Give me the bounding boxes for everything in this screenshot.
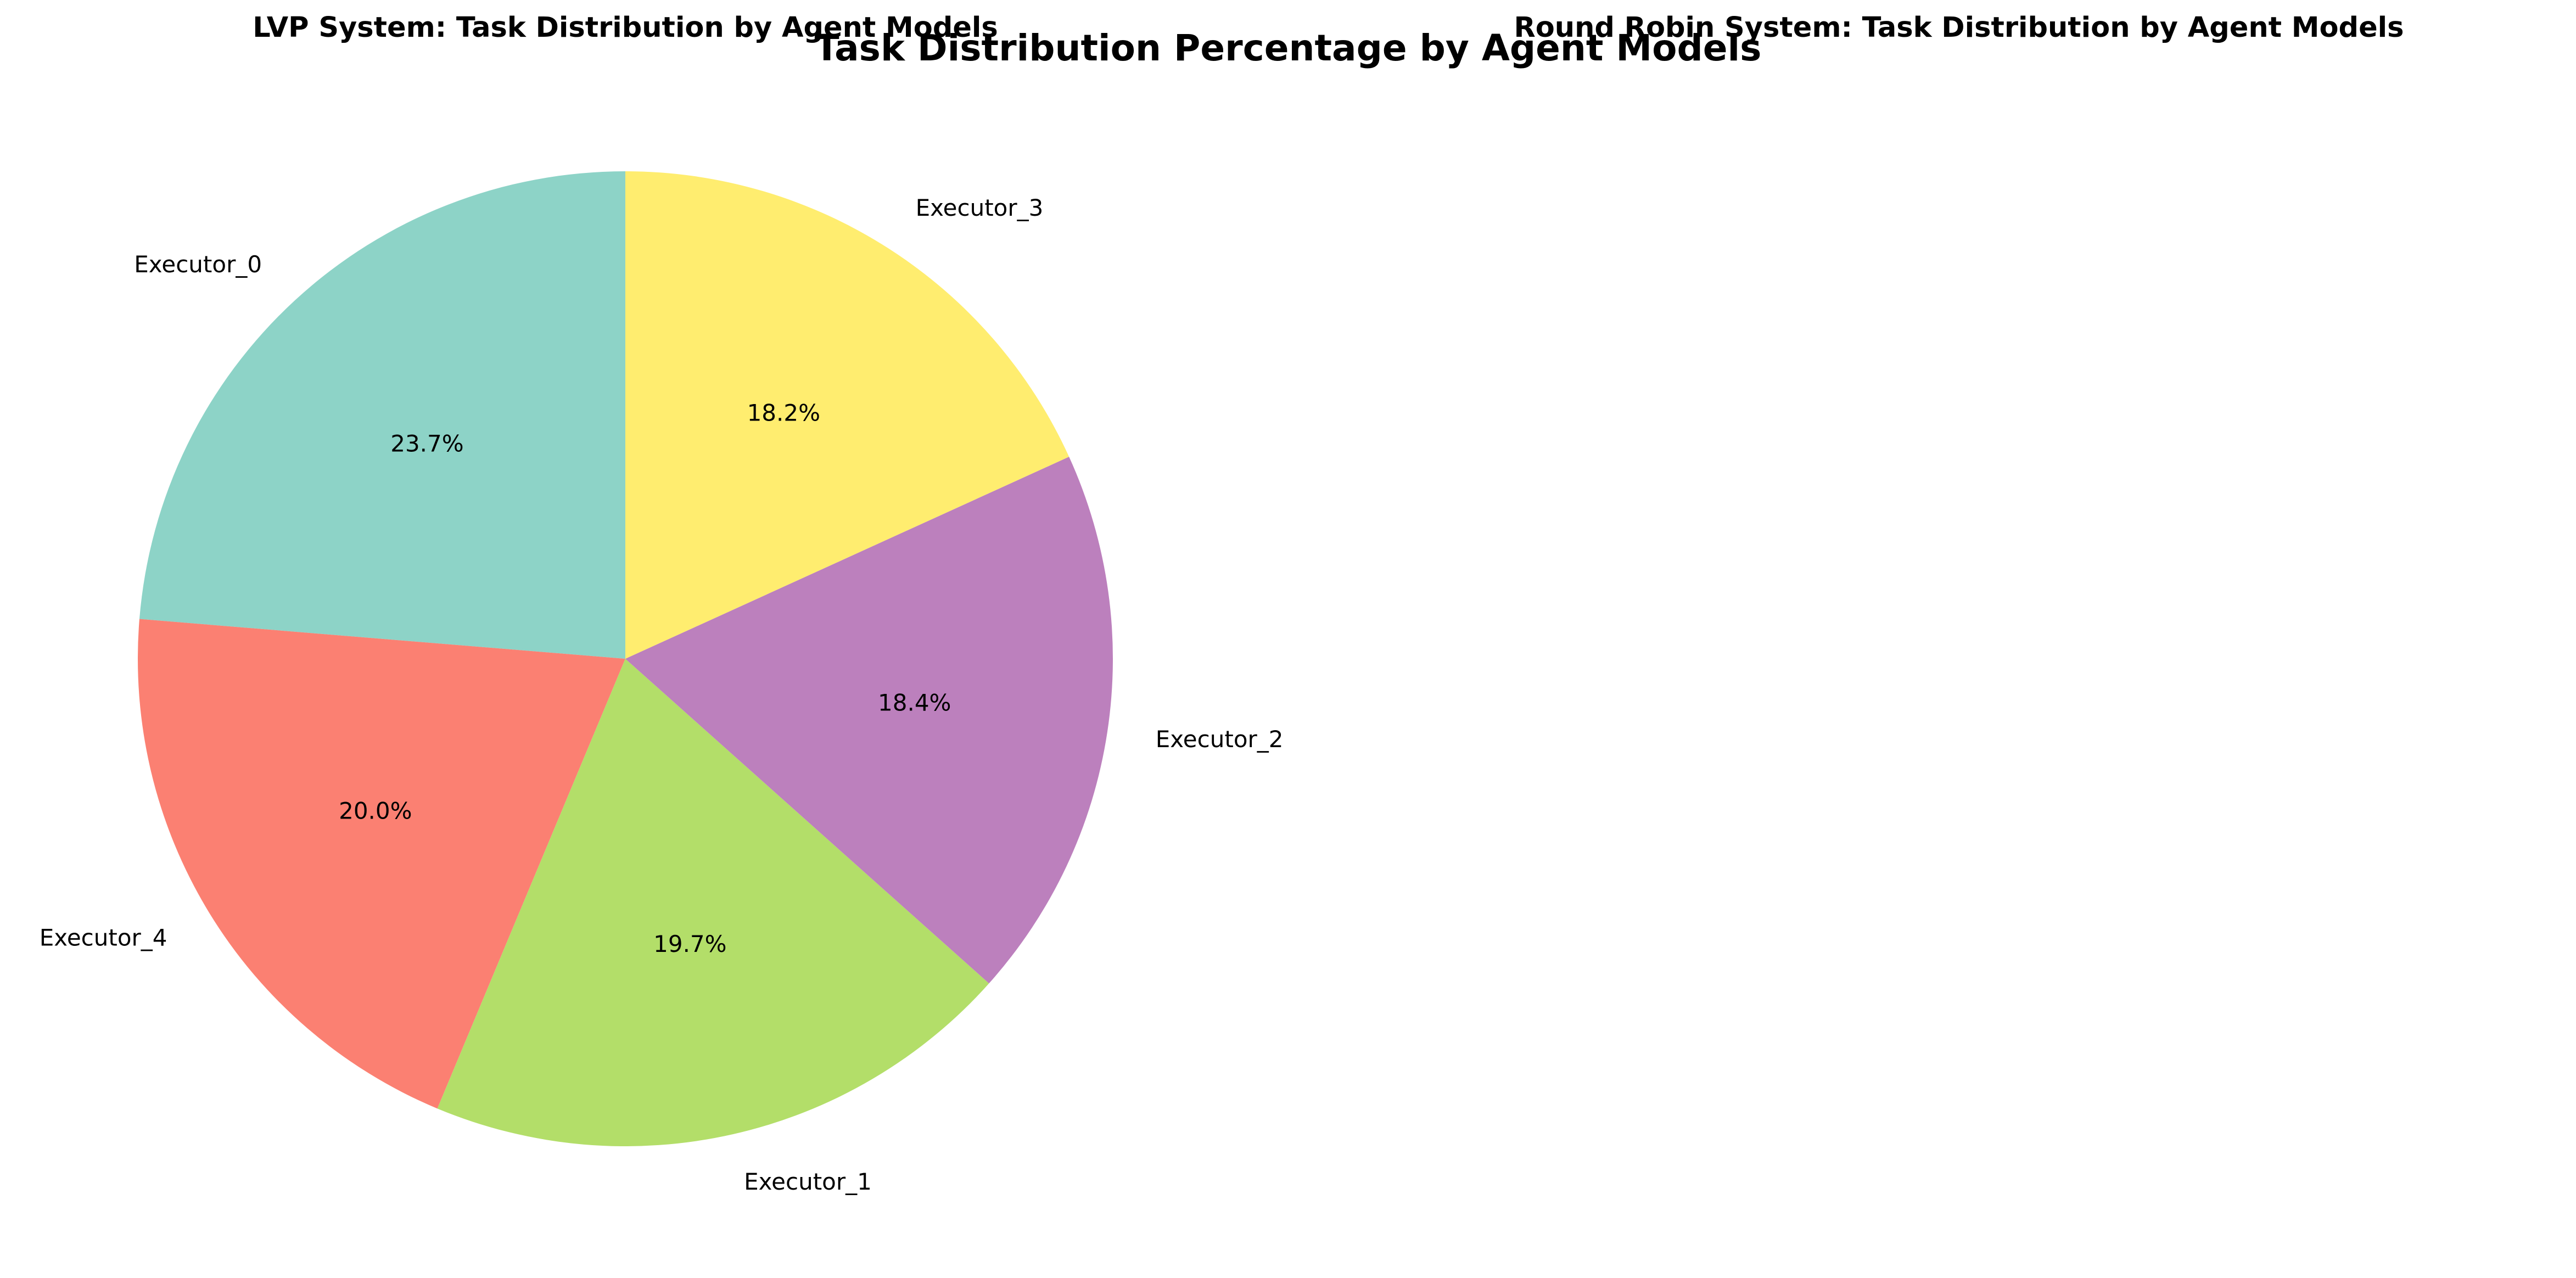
slice-percent-executor-0: 23.7% <box>390 430 463 457</box>
pie-slice-executor-3 <box>625 171 1069 659</box>
lvp-pie-panel: LVP System: Task Distribution by Agent M… <box>40 12 1284 1195</box>
round-robin-pie-title: Round Robin System: Task Distribution by… <box>1514 12 2404 44</box>
slice-percent-executor-2: 18.4% <box>878 690 951 716</box>
pie-slice-executor-4 <box>138 619 625 1109</box>
slice-percent-executor-4: 20.0% <box>339 797 412 824</box>
lvp-pie-title: LVP System: Task Distribution by Agent M… <box>253 12 998 44</box>
slice-label-executor-3: Executor_3 <box>916 194 1044 221</box>
lvp-pie-labels: Executor_0 23.7% Executor_4 20.0% Executor_1… <box>40 194 1284 1195</box>
pie-slice-executor-2 <box>625 457 1113 984</box>
slice-label-executor-1: Executor_1 <box>744 1168 872 1195</box>
slice-label-executor-0: Executor_0 <box>134 251 262 278</box>
pie-slice-executor-0 <box>139 171 625 659</box>
slice-percent-executor-3: 18.2% <box>747 399 820 426</box>
slice-percent-executor-1: 19.7% <box>653 931 726 957</box>
round-robin-pie-panel: Round Robin System: Task Distribution by… <box>1514 12 2404 44</box>
pie-slice-executor-1 <box>437 659 989 1146</box>
figure-suptitle: Task Distribution Percentage by Agent Mo… <box>815 27 1762 69</box>
lvp-pie-slices <box>138 171 1113 1146</box>
slice-label-executor-2: Executor_2 <box>1156 726 1284 753</box>
slice-label-executor-4: Executor_4 <box>40 924 167 951</box>
